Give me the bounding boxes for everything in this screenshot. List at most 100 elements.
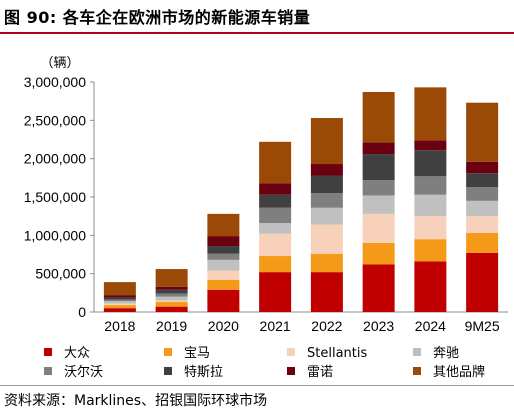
bar-segment-2023-7: [362, 91, 395, 143]
bar-segment-2019-2: [155, 300, 188, 303]
bar-segment-2019-1: [155, 302, 188, 307]
bar-segment-2020-2: [207, 270, 240, 280]
x-tick-label: 2020: [208, 318, 239, 334]
y-unit-label: （辆）: [40, 56, 79, 71]
y-tick-label: 500,000: [35, 266, 86, 282]
legend-swatch: [287, 367, 295, 375]
y-tick-label: 3,000,000: [24, 74, 86, 90]
bar-segment-2019-7: [155, 269, 188, 287]
legend-swatch: [413, 367, 421, 375]
bar-segment-2020-1: [207, 279, 240, 290]
legend-swatch: [44, 367, 52, 375]
bar-segment-2020-7: [207, 213, 240, 237]
bar-segment-2022-5: [310, 175, 343, 194]
bar-segment-2020-3: [207, 259, 240, 271]
bar-segment-2021-3: [259, 223, 292, 234]
bar-segment-2024-3: [414, 194, 447, 217]
legend-label: 其他品牌: [433, 364, 485, 380]
x-tick-label: 2021: [260, 318, 291, 334]
bar-segment-2021-0: [259, 272, 292, 312]
bar-segment-2018-1: [103, 305, 136, 309]
bar-segment-2022-6: [310, 164, 343, 176]
bar-segment-2019-3: [155, 296, 188, 301]
legend-label: 沃尔沃: [64, 365, 103, 380]
legend-swatch: [164, 367, 172, 375]
bar-segment-2021-7: [259, 141, 292, 184]
y-tick-label: 2,500,000: [24, 112, 86, 128]
x-tick-label: 2022: [311, 318, 342, 334]
legend-label: 雷诺: [307, 365, 333, 380]
bar-segment-2022-3: [310, 207, 343, 225]
y-tick-label: 1,000,000: [24, 227, 86, 243]
bar-segment-2024-6: [414, 140, 447, 151]
bar-segment-9M25-0: [466, 252, 499, 312]
bar-segment-2023-6: [362, 142, 395, 155]
bar-segment-2022-0: [310, 272, 343, 312]
bar-segment-2024-5: [414, 150, 447, 177]
bar-segment-2021-2: [259, 233, 292, 257]
bar-segment-2022-1: [310, 253, 343, 273]
bar-segment-2024-7: [414, 87, 447, 141]
legend-swatch: [287, 348, 295, 356]
stacked-bar-chart: （辆） 0 500,000 1,000,000 1,500,000 2,000,000 2,…: [24, 56, 508, 380]
y-tick-label: 1,500,000: [24, 189, 86, 205]
y-tick-label: 2,000,000: [24, 151, 86, 167]
bar-segment-9M25-4: [466, 187, 499, 201]
legend-label: 宝马: [184, 346, 210, 361]
bar-segment-2019-0: [155, 306, 188, 312]
bar-segment-2024-0: [414, 261, 447, 312]
bar-segment-2021-4: [259, 207, 292, 224]
bar-segment-2022-7: [310, 118, 343, 165]
bar-segment-2020-6: [207, 236, 240, 247]
y-tick-label: 0: [78, 304, 86, 320]
x-tick-label: 2023: [363, 318, 394, 334]
title-divider: [0, 32, 514, 34]
bar-segment-2018-3: [103, 301, 136, 304]
x-tick-label: 2019: [156, 318, 187, 334]
x-tick-label: 2018: [104, 318, 135, 334]
legend-label: 奔驰: [433, 346, 459, 361]
legend-swatch: [44, 348, 52, 356]
bar-segment-2022-2: [310, 224, 343, 254]
legend-label: 大众: [64, 346, 90, 361]
bar-segment-9M25-1: [466, 233, 499, 253]
bar-segment-2019-5: [155, 289, 188, 294]
x-tick-label: 9M25: [465, 318, 500, 334]
bar-segment-2021-6: [259, 183, 292, 195]
footer-divider: [0, 385, 514, 386]
bar-segment-2018-7: [103, 282, 136, 296]
legend-label: Stellantis: [307, 346, 367, 361]
bar-segment-2023-3: [362, 195, 395, 214]
bar-segment-2018-4: [103, 299, 136, 302]
legend-swatch: [413, 348, 421, 356]
source-note: 资料来源：Marklines、招银国际环球市场: [4, 393, 268, 409]
figure-title: 图 90: 各车企在欧洲市场的新能源车销量: [4, 8, 311, 27]
bar-segment-9M25-6: [466, 161, 499, 174]
bar-segment-2021-5: [259, 194, 292, 208]
bar-segment-2020-5: [207, 246, 240, 254]
bar-segment-2022-4: [310, 193, 343, 208]
bar-segment-2018-6: [103, 295, 136, 298]
bar-segment-9M25-5: [466, 173, 499, 188]
legend-swatch: [164, 348, 172, 356]
x-tick-label: 2024: [415, 318, 446, 334]
bar-segment-2018-2: [103, 303, 136, 306]
bar-segment-2024-4: [414, 176, 447, 195]
bar-segment-2018-5: [103, 297, 136, 300]
bar-segment-2024-1: [414, 239, 447, 262]
bar-segment-2021-1: [259, 256, 292, 273]
bar-segment-2019-6: [155, 286, 188, 290]
bar-segment-2023-0: [362, 264, 395, 312]
bar-segment-2018-0: [103, 308, 136, 312]
bar-segment-2020-0: [207, 289, 240, 312]
bar-segment-9M25-2: [466, 216, 499, 234]
bar-segment-2023-4: [362, 180, 395, 196]
bar-segment-2019-4: [155, 293, 188, 297]
bar-segment-2020-4: [207, 253, 240, 260]
bar-segment-2023-2: [362, 213, 395, 243]
bar-segment-2023-5: [362, 154, 395, 181]
bar-segment-2023-1: [362, 243, 395, 265]
bar-segment-2024-2: [414, 216, 447, 240]
legend-label: 特斯拉: [184, 365, 223, 380]
bar-segment-9M25-3: [466, 200, 499, 217]
